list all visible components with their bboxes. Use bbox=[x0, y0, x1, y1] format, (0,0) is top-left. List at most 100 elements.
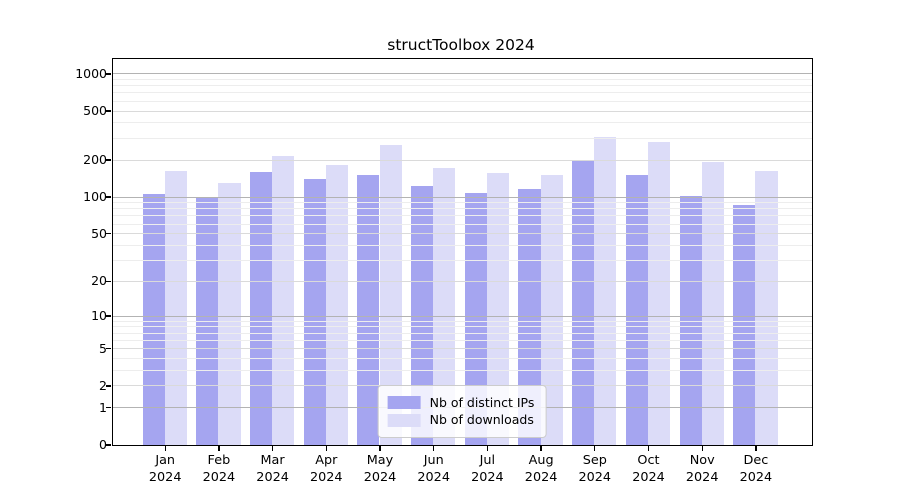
x-tick-mark-apr bbox=[325, 446, 327, 451]
bar-downloads-nov bbox=[701, 162, 724, 445]
x-tick-year: 2024 bbox=[363, 469, 397, 485]
bar-downloads-mar bbox=[272, 156, 295, 445]
legend: Nb of distinct IPs Nb of downloads bbox=[377, 385, 547, 438]
x-tick-month: Jul bbox=[479, 453, 496, 468]
gridline-20 bbox=[112, 280, 812, 282]
bar-downloads-apr bbox=[325, 164, 348, 445]
plot-area: Nb of distinct IPs Nb of downloads bbox=[111, 57, 813, 446]
minor-gridline-80 bbox=[112, 208, 812, 210]
bar-distinct-ips-mar bbox=[249, 172, 273, 445]
gridline-1000 bbox=[112, 73, 812, 75]
bar-downloads-oct bbox=[648, 142, 671, 445]
y-tick-label-50: 50 bbox=[91, 225, 107, 241]
y-tick-label-10: 10 bbox=[91, 308, 107, 324]
bar-distinct-ips-nov bbox=[679, 195, 702, 445]
chart-title: structToolbox 2024 bbox=[387, 36, 535, 54]
x-tick-year: 2024 bbox=[632, 469, 665, 485]
legend-swatch-distinct-ips bbox=[387, 396, 421, 409]
x-tick-year: 2024 bbox=[417, 469, 450, 485]
bar-distinct-ips-may bbox=[357, 174, 380, 445]
x-tick-label-apr: Apr 2024 bbox=[294, 453, 358, 486]
x-tick-label-feb: Feb 2024 bbox=[187, 453, 251, 486]
y-tick-mark-10 bbox=[106, 315, 111, 317]
x-tick-year: 2024 bbox=[739, 469, 773, 485]
y-tick-mark-20 bbox=[106, 280, 111, 283]
x-tick-year: 2024 bbox=[471, 469, 504, 485]
y-tick-label-1000: 1000 bbox=[75, 65, 107, 81]
x-tick-label-oct: Oct 2024 bbox=[617, 453, 681, 486]
y-tick-label-200: 200 bbox=[83, 152, 107, 168]
bar-downloads-may bbox=[379, 144, 402, 445]
x-tick-month: Dec bbox=[743, 453, 769, 468]
minor-gridline-700 bbox=[112, 92, 812, 94]
bar-distinct-ips-sep bbox=[572, 161, 595, 445]
minor-gridline-7 bbox=[112, 332, 812, 334]
x-tick-year: 2024 bbox=[148, 469, 182, 485]
bar-downloads-feb bbox=[218, 183, 241, 445]
x-tick-label-mar: Mar 2024 bbox=[241, 453, 305, 486]
minor-gridline-400 bbox=[112, 122, 812, 124]
legend-item-downloads: Nb of downloads bbox=[387, 412, 535, 427]
y-tick-mark-100 bbox=[106, 196, 111, 198]
y-tick-mark-2 bbox=[106, 385, 111, 387]
bar-downloads-jul bbox=[486, 172, 510, 445]
x-tick-label-dec: Dec 2024 bbox=[724, 453, 788, 486]
legend-label-distinct-ips: Nb of distinct IPs bbox=[429, 394, 535, 410]
y-tick-mark-500 bbox=[106, 110, 111, 112]
y-tick-mark-50 bbox=[106, 233, 111, 235]
x-tick-mark-oct bbox=[647, 446, 650, 451]
x-tick-month: Jun bbox=[423, 453, 444, 468]
minor-gridline-800 bbox=[112, 85, 812, 87]
minor-gridline-30 bbox=[112, 260, 812, 261]
x-tick-month: Sep bbox=[582, 453, 607, 468]
x-tick-label-jan: Jan 2024 bbox=[133, 453, 197, 486]
x-tick-year: 2024 bbox=[578, 469, 612, 485]
gridline-10 bbox=[112, 315, 812, 317]
x-tick-month: Jan bbox=[155, 453, 176, 468]
y-tick-mark-1000 bbox=[106, 73, 111, 75]
x-tick-month: Feb bbox=[207, 453, 231, 468]
y-tick-mark-1 bbox=[106, 407, 111, 409]
x-tick-mark-sep bbox=[594, 446, 596, 451]
x-tick-mark-aug bbox=[540, 446, 542, 451]
x-tick-year: 2024 bbox=[685, 469, 719, 485]
legend-swatch-downloads bbox=[387, 413, 421, 427]
legend-label-downloads: Nb of downloads bbox=[429, 412, 534, 427]
minor-gridline-300 bbox=[112, 137, 812, 139]
minor-gridline-600 bbox=[112, 100, 812, 102]
bar-distinct-ips-dec bbox=[733, 205, 756, 445]
bar-distinct-ips-apr bbox=[303, 178, 326, 445]
y-tick-mark-0 bbox=[106, 444, 111, 446]
y-tick-label-2: 2 bbox=[99, 377, 107, 393]
y-tick-label-500: 500 bbox=[83, 103, 107, 118]
x-tick-label-aug: Aug 2024 bbox=[509, 453, 573, 486]
bar-distinct-ips-jul bbox=[464, 192, 487, 445]
gridline-100 bbox=[112, 196, 812, 198]
minor-gridline-70 bbox=[112, 215, 812, 217]
x-tick-label-nov: Nov 2024 bbox=[670, 453, 734, 486]
x-tick-year: 2024 bbox=[310, 469, 343, 485]
y-tick-label-0: 0 bbox=[99, 437, 107, 452]
minor-gridline-6 bbox=[112, 339, 812, 341]
y-tick-label-100: 100 bbox=[83, 189, 107, 205]
gridline-500 bbox=[112, 110, 812, 112]
bar-distinct-ips-jun bbox=[411, 185, 434, 445]
minor-gridline-90 bbox=[112, 202, 812, 204]
bar-distinct-ips-jan bbox=[142, 194, 165, 445]
bar-downloads-jun bbox=[433, 167, 456, 445]
x-tick-year: 2024 bbox=[202, 469, 236, 485]
minor-gridline-900 bbox=[112, 78, 812, 80]
gridline-50 bbox=[112, 233, 812, 235]
bar-downloads-aug bbox=[540, 175, 563, 445]
gridline-5 bbox=[112, 348, 812, 350]
minor-gridline-3 bbox=[112, 370, 812, 372]
x-tick-label-jun: Jun 2024 bbox=[402, 453, 466, 486]
y-tick-label-1: 1 bbox=[99, 399, 107, 415]
x-tick-month: Apr bbox=[315, 453, 338, 468]
minor-gridline-9 bbox=[112, 320, 812, 322]
y-tick-mark-5 bbox=[106, 348, 111, 350]
x-tick-month: Oct bbox=[637, 453, 660, 468]
x-tick-label-sep: Sep 2024 bbox=[563, 453, 627, 486]
x-tick-mark-nov bbox=[701, 446, 703, 451]
